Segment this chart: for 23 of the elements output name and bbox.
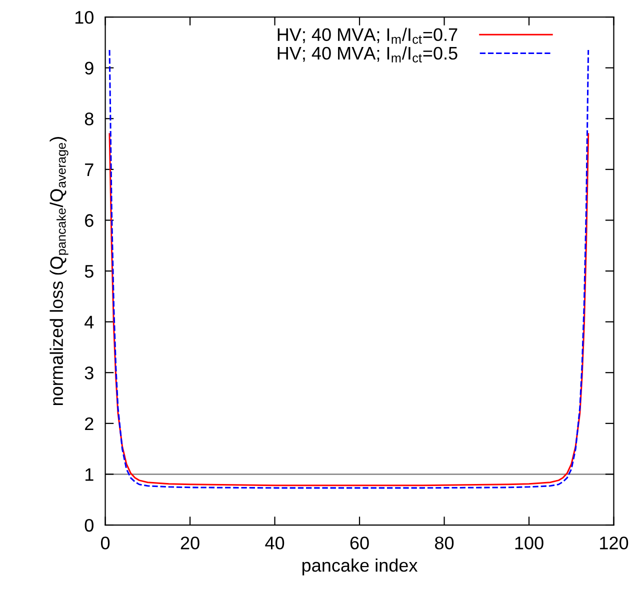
legend-label: HV; 40 MVA; I$_{m}$/I$_{ct}$=0.5 bbox=[278, 46, 458, 62]
y-tick-label: 7 bbox=[85, 164, 94, 176]
line-series bbox=[108, 133, 590, 486]
x-tick-label: 100 bbox=[515, 536, 544, 550]
y-axis-title: normalized loss (Q$_{pancake}$/Q$_{average}$) bbox=[50, 137, 68, 406]
x-tick-label: 60 bbox=[350, 536, 369, 550]
y-tick-label: 4 bbox=[84, 316, 94, 328]
y-tick-label: 1 bbox=[86, 468, 94, 481]
x-tick-label: 20 bbox=[180, 536, 200, 550]
legend-label: HV; 40 MVA; I$_{m}$/I$_{ct}$=0.7 bbox=[278, 28, 458, 44]
y-tick-label: 2 bbox=[85, 417, 94, 430]
y-tick-label: 9 bbox=[84, 62, 94, 75]
y-tick-label: 8 bbox=[84, 112, 94, 126]
y-tick-label: 3 bbox=[84, 366, 94, 380]
y-tick-label: 5 bbox=[84, 265, 94, 278]
x-tick-label: 40 bbox=[265, 536, 284, 550]
x-tick-label: 120 bbox=[600, 536, 628, 550]
y-tick-label: 6 bbox=[85, 214, 94, 227]
x-tick-label: 0 bbox=[100, 536, 110, 550]
x-tick-label: 80 bbox=[435, 536, 454, 550]
y-tick-label: 0 bbox=[84, 518, 94, 532]
y-tick-label: 10 bbox=[75, 10, 94, 24]
x-axis-title: pancake index bbox=[302, 558, 418, 576]
